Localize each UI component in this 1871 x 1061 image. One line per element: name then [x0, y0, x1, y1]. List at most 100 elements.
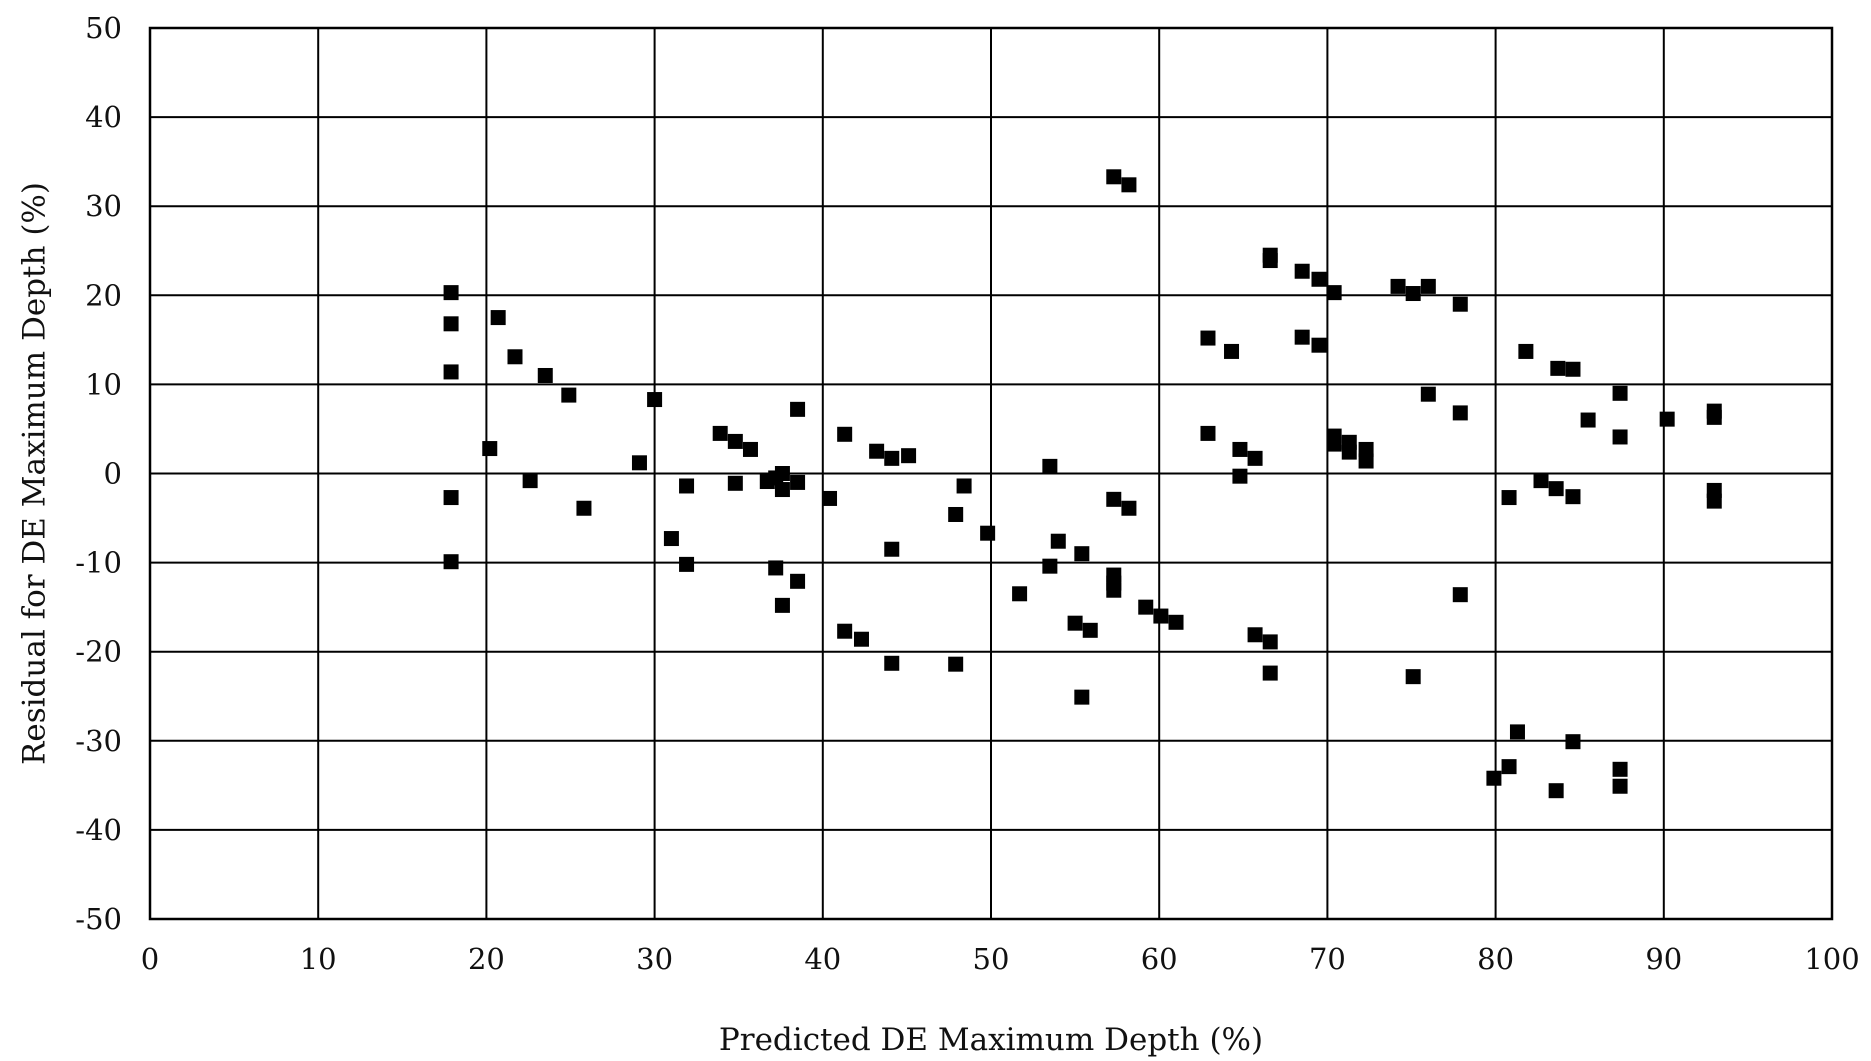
x-tick-label: 80 [1477, 942, 1514, 976]
data-point [853, 631, 869, 647]
data-point [1565, 489, 1581, 505]
data-point [1580, 412, 1596, 428]
data-point [1042, 458, 1058, 474]
x-tick-label: 90 [1645, 942, 1682, 976]
x-tick-label: 30 [636, 942, 673, 976]
data-points [443, 169, 1722, 799]
data-point [768, 560, 784, 576]
data-point [1067, 615, 1083, 631]
data-point [1405, 286, 1421, 302]
data-point [576, 500, 592, 516]
data-point [1452, 296, 1468, 312]
x-tick-label: 20 [468, 942, 505, 976]
data-point [1612, 761, 1628, 777]
data-point [1518, 343, 1534, 359]
data-point [837, 623, 853, 639]
data-point [1326, 436, 1342, 452]
data-point [1232, 468, 1248, 484]
data-point [1612, 778, 1628, 794]
data-point [1200, 425, 1216, 441]
data-point [1074, 689, 1090, 705]
data-point [443, 490, 459, 506]
x-tick-label: 100 [1804, 942, 1859, 976]
data-point [1247, 627, 1263, 643]
data-point [774, 482, 790, 498]
x-tick-label: 10 [300, 942, 337, 976]
data-point [443, 364, 459, 380]
data-point [774, 597, 790, 613]
data-point [1138, 599, 1154, 615]
data-point [1326, 285, 1342, 301]
data-point [1042, 558, 1058, 574]
data-point [679, 556, 695, 572]
data-point [1121, 177, 1137, 193]
data-point [679, 478, 695, 494]
data-point [1548, 783, 1564, 799]
data-point [948, 656, 964, 672]
data-point [1533, 473, 1549, 489]
data-point [790, 573, 806, 589]
y-tick-label: 40 [85, 100, 122, 134]
y-axis-title: Residual for DE Maximum Depth (%) [17, 182, 53, 765]
y-tick-label: -20 [75, 635, 122, 669]
data-point [1420, 386, 1436, 402]
data-point [727, 475, 743, 491]
data-point [1311, 337, 1327, 353]
data-point [1121, 500, 1137, 516]
data-point [1706, 493, 1722, 509]
x-tick-label: 70 [1309, 942, 1346, 976]
data-point [1706, 409, 1722, 425]
data-point [1106, 582, 1122, 598]
data-point [1452, 587, 1468, 603]
data-point [790, 401, 806, 417]
data-point [1153, 608, 1169, 624]
data-point [1106, 169, 1122, 185]
data-point [742, 441, 758, 457]
tick-labels: 0 10 20 30 40 50 60 70 80 90 10050403020100-10-20-… [75, 11, 1859, 976]
data-point [1565, 734, 1581, 750]
data-point [522, 473, 538, 489]
data-point [1612, 385, 1628, 401]
y-tick-label: -40 [75, 813, 122, 847]
data-point [1659, 411, 1675, 427]
data-point [884, 541, 900, 557]
data-point [884, 655, 900, 671]
data-point [1311, 271, 1327, 287]
data-point [537, 367, 553, 383]
data-point [490, 310, 506, 326]
data-point [1106, 491, 1122, 507]
y-tick-label: 30 [85, 189, 122, 223]
y-tick-label: 10 [85, 367, 122, 401]
y-tick-label: -50 [75, 902, 122, 936]
data-point [1262, 634, 1278, 650]
data-point [1341, 444, 1357, 460]
data-point [1550, 360, 1566, 376]
y-tick-label: 0 [104, 457, 122, 491]
data-point [884, 450, 900, 466]
data-point [1232, 441, 1248, 457]
data-point [790, 474, 806, 490]
data-point [1565, 361, 1581, 377]
data-point [1262, 253, 1278, 269]
data-point [901, 448, 917, 464]
y-tick-label: 50 [85, 11, 122, 45]
data-point [443, 285, 459, 301]
data-point [712, 425, 728, 441]
grid-lines [150, 28, 1832, 919]
data-point [1390, 278, 1406, 294]
data-point [561, 387, 577, 403]
data-point [774, 466, 790, 481]
data-point [1452, 405, 1468, 421]
data-point [482, 441, 498, 457]
data-point [1486, 770, 1502, 786]
x-axis-title: Predicted DE Maximum Depth (%) [719, 1022, 1263, 1058]
data-point [1358, 441, 1374, 457]
data-point [948, 506, 964, 522]
x-tick-label: 50 [973, 942, 1010, 976]
data-point [1612, 429, 1628, 445]
data-point [1247, 450, 1263, 466]
data-point [1420, 278, 1436, 294]
data-point [1509, 724, 1525, 740]
